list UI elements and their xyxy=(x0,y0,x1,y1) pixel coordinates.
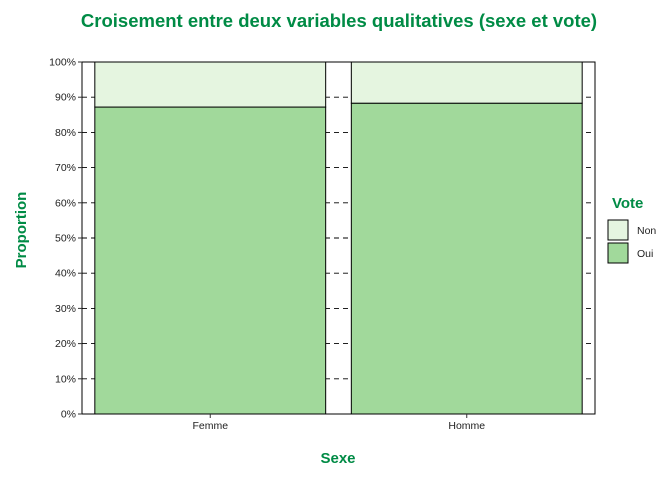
y-tick-label: 100% xyxy=(49,57,76,69)
bars xyxy=(94,61,583,415)
x-tick-label: Femme xyxy=(192,420,228,432)
legend-title: Vote xyxy=(612,195,643,212)
y-tick-label: 60% xyxy=(55,197,76,209)
legend-items: Non Oui xyxy=(607,219,656,264)
legend-swatch-non xyxy=(607,219,629,241)
bar-oui-femme xyxy=(94,106,327,415)
y-tick-label: 30% xyxy=(55,303,76,315)
legend-label-non: Non xyxy=(637,225,656,237)
y-axis-title: Proportion xyxy=(13,192,30,269)
y-tick-label: 20% xyxy=(55,338,76,350)
bar-non-homme xyxy=(350,61,583,104)
y-tick-label: 80% xyxy=(55,127,76,139)
x-axis-title: Sexe xyxy=(320,450,355,467)
y-tick-label: 70% xyxy=(55,162,76,174)
x-tick-label: Homme xyxy=(448,420,485,432)
legend-label-oui: Oui xyxy=(637,248,653,260)
y-tick-label: 0% xyxy=(61,409,76,421)
y-tick-label: 40% xyxy=(55,268,76,280)
bar-oui-homme xyxy=(350,102,583,415)
x-axis-ticks: Femme Homme xyxy=(192,414,485,432)
y-tick-label: 90% xyxy=(55,92,76,104)
y-tick-label: 10% xyxy=(55,373,76,385)
legend-swatch-oui xyxy=(607,242,629,264)
y-axis-ticks: 0% 10% 20% 30% 40% 50% 60% 70% 80% 90% 100% xyxy=(49,57,82,421)
y-tick-label: 50% xyxy=(55,233,76,245)
bar-non-femme xyxy=(94,61,327,108)
legend: Vote Non Oui xyxy=(607,195,656,264)
chart-title: Croisement entre deux variables qualitat… xyxy=(81,10,597,31)
